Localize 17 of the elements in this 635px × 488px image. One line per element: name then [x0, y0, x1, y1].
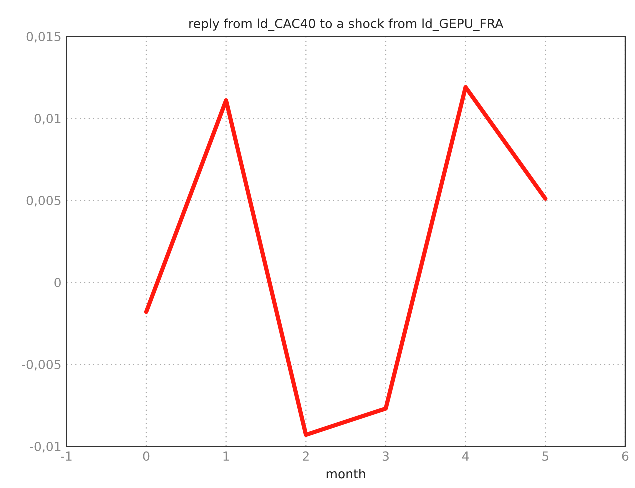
y-tick-label: 0	[54, 278, 61, 288]
x-tick-label: 5	[542, 452, 549, 462]
x-tick-label: 1	[224, 452, 230, 461]
y-tick-label: 0,015	[26, 32, 61, 43]
y-tick-label: 0,01	[34, 114, 61, 125]
x-axis-title: month	[326, 469, 366, 479]
x-tick-label: 0	[143, 452, 150, 462]
x-tick-label: 3	[382, 452, 389, 462]
x-tick-label: 6	[622, 452, 629, 462]
y-tick-label: -0,01	[30, 442, 61, 453]
x-tick-label: -1	[61, 452, 72, 461]
y-tick-label: 0,005	[26, 196, 61, 207]
y-tick-label: -0,005	[22, 360, 61, 371]
x-tick-label: 2	[303, 452, 309, 461]
line-series	[144, 85, 548, 438]
x-tick-label: 4	[462, 452, 470, 461]
chart-title: reply from ld_CAC40 to a shock from ld_GEPU_FRA	[190, 18, 504, 32]
